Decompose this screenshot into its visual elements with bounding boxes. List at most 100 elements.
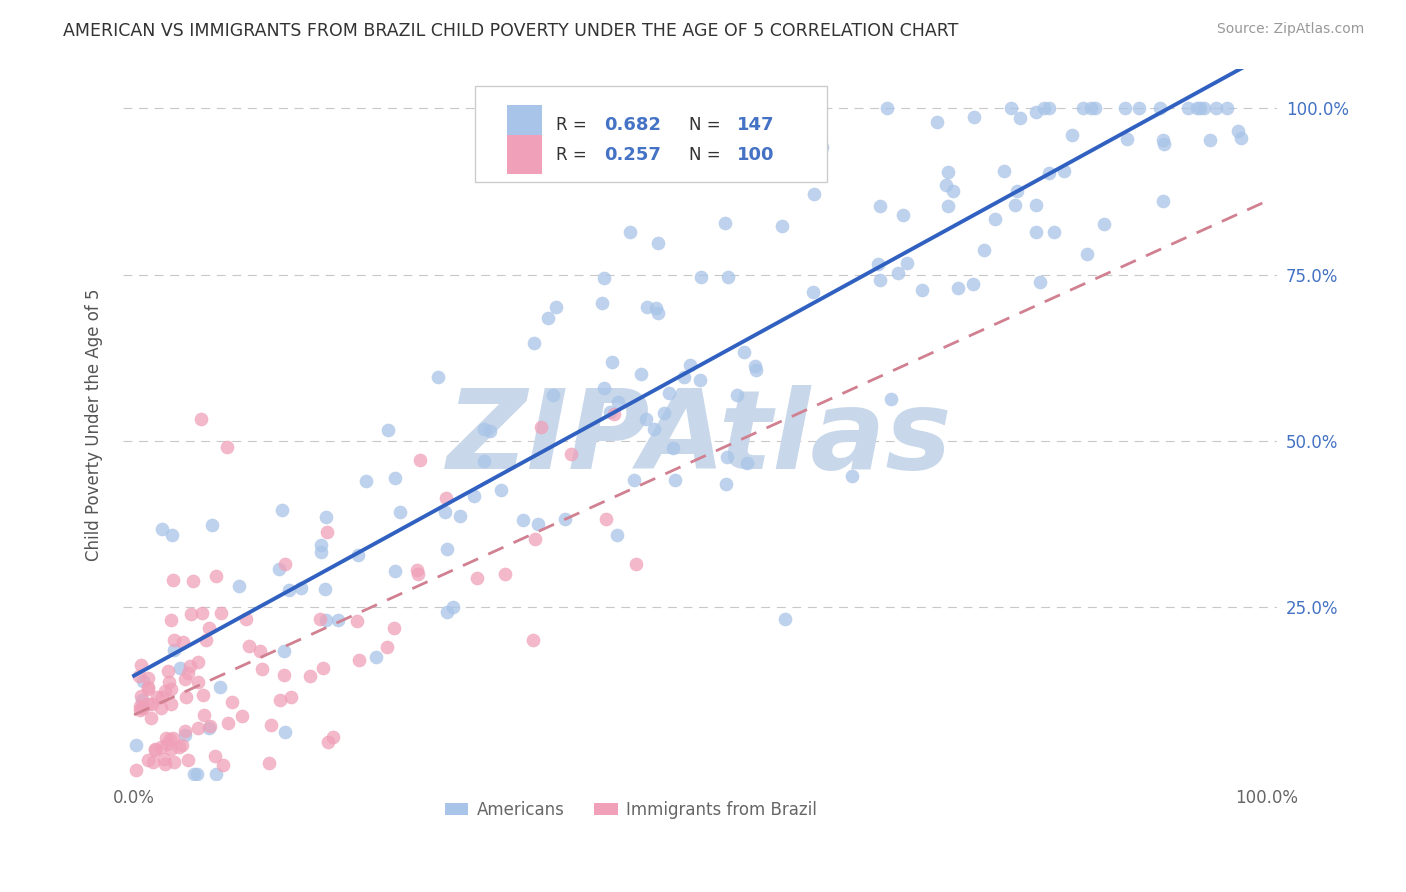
Point (169, 661, 191, 675)
Point (1060, 128, 1083, 143)
Point (606, 528, 628, 542)
Point (180, 607, 202, 622)
Point (744, 359, 766, 373)
Point (259, 756, 281, 771)
Point (607, 395, 630, 409)
Point (309, 612, 332, 626)
Point (689, 373, 711, 387)
Point (619, 225, 641, 239)
Point (176, 753, 198, 767)
Point (160, 681, 183, 696)
Point (129, 689, 152, 703)
Point (136, 681, 159, 696)
Point (658, 386, 681, 401)
Point (523, 335, 546, 350)
Point (128, 668, 150, 682)
Point (512, 513, 534, 527)
Point (794, 102, 817, 116)
Point (150, 521, 173, 535)
Point (491, 483, 513, 497)
Point (963, 110, 986, 124)
Point (136, 680, 159, 694)
Point (314, 582, 336, 596)
Point (384, 564, 406, 578)
Point (163, 632, 186, 647)
Text: 0.682: 0.682 (605, 116, 661, 134)
Point (1025, 225, 1047, 239)
Point (1004, 197, 1026, 211)
Point (174, 672, 197, 686)
Point (311, 538, 333, 552)
Point (204, 569, 226, 583)
Text: Source: ZipAtlas.com: Source: ZipAtlas.com (1216, 22, 1364, 37)
Point (211, 758, 233, 772)
Point (271, 502, 294, 516)
Point (494, 566, 516, 581)
Point (595, 512, 617, 526)
Point (962, 277, 984, 291)
Point (209, 680, 232, 694)
Point (129, 657, 152, 672)
FancyBboxPatch shape (475, 87, 827, 182)
Point (1205, 102, 1227, 116)
Point (346, 614, 368, 628)
Point (880, 392, 903, 407)
Point (896, 256, 918, 270)
Point (591, 296, 613, 310)
Point (1033, 102, 1056, 116)
Point (1071, 102, 1094, 116)
Point (661, 441, 683, 455)
Point (673, 370, 696, 384)
Point (125, 764, 148, 778)
Point (1128, 102, 1150, 116)
Point (125, 738, 148, 752)
Point (406, 562, 429, 576)
Point (936, 165, 959, 179)
Point (129, 701, 152, 715)
Point (190, 411, 212, 425)
Point (868, 257, 890, 271)
Point (554, 512, 576, 526)
Point (1029, 275, 1052, 289)
Point (647, 306, 669, 320)
Point (408, 453, 430, 467)
Point (948, 281, 970, 295)
Point (869, 199, 891, 213)
Point (679, 358, 702, 372)
Point (141, 711, 163, 725)
Point (436, 542, 458, 557)
FancyBboxPatch shape (508, 136, 541, 175)
Point (187, 721, 209, 735)
Point (523, 532, 546, 546)
Point (544, 301, 567, 315)
Point (630, 367, 652, 381)
Point (1080, 102, 1102, 116)
Point (274, 557, 297, 571)
Point (204, 766, 226, 780)
Point (1025, 104, 1047, 119)
Text: N =: N = (689, 116, 725, 134)
Point (375, 640, 398, 654)
Point (198, 621, 221, 635)
Point (280, 690, 302, 704)
Point (354, 474, 377, 488)
Point (384, 621, 406, 635)
Point (269, 693, 291, 707)
Point (174, 723, 197, 738)
Point (186, 766, 208, 780)
Point (186, 675, 208, 690)
Point (316, 734, 339, 748)
Point (634, 411, 657, 425)
Point (1177, 102, 1199, 116)
Point (145, 742, 167, 756)
Point (472, 454, 495, 468)
Point (364, 650, 387, 665)
Text: 0.257: 0.257 (605, 145, 661, 164)
Point (1152, 132, 1174, 146)
Point (1187, 102, 1209, 116)
Point (250, 662, 273, 676)
Point (146, 690, 169, 704)
Point (690, 270, 713, 285)
Point (377, 423, 399, 437)
Point (426, 370, 449, 384)
